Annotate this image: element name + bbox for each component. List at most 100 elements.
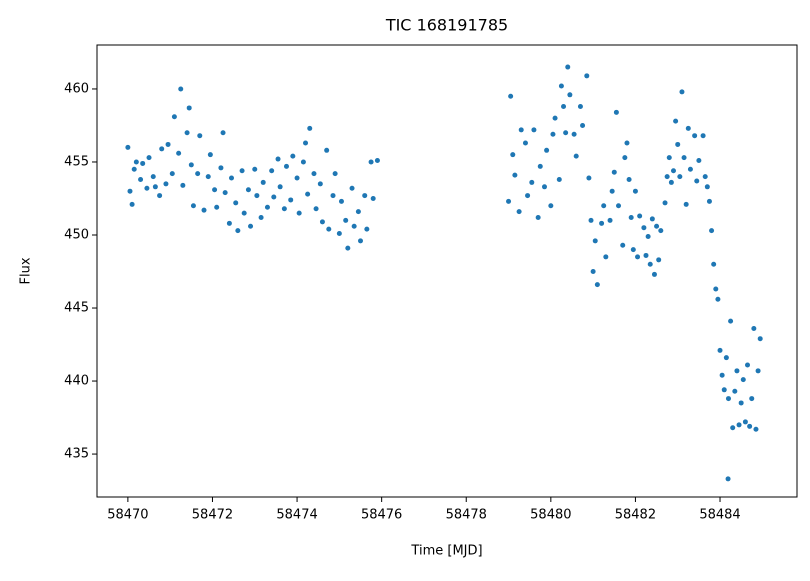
point <box>643 252 649 258</box>
point <box>668 179 674 185</box>
x-tick-label: 58482 <box>615 508 656 523</box>
point <box>150 174 156 180</box>
point <box>592 238 598 244</box>
point <box>264 204 270 210</box>
point <box>742 419 748 425</box>
point <box>541 184 547 190</box>
point <box>512 172 518 178</box>
point <box>713 286 719 292</box>
y-axis-label: Flux <box>19 257 34 284</box>
point <box>281 206 287 212</box>
point <box>288 197 294 203</box>
point <box>552 115 558 121</box>
point <box>736 422 742 428</box>
y-tick-label: 455 <box>64 154 89 169</box>
point <box>732 388 738 394</box>
point <box>271 194 277 200</box>
x-tick-label: 58470 <box>107 508 148 523</box>
point <box>704 184 710 190</box>
point <box>679 89 685 95</box>
point <box>711 261 717 267</box>
point <box>531 127 537 133</box>
point <box>677 174 683 180</box>
point <box>290 153 296 159</box>
point <box>214 204 220 210</box>
point <box>670 168 676 174</box>
point <box>567 92 573 98</box>
point <box>537 163 543 169</box>
point <box>706 198 712 204</box>
point <box>609 188 615 194</box>
point <box>201 207 207 213</box>
point <box>178 86 184 92</box>
point <box>303 140 309 146</box>
point <box>305 191 311 197</box>
point <box>349 185 355 191</box>
point <box>620 242 626 248</box>
point <box>269 168 275 174</box>
x-tick-label: 58478 <box>446 508 487 523</box>
point <box>571 131 577 137</box>
x-tick-label: 58472 <box>192 508 233 523</box>
point <box>184 130 190 136</box>
point <box>235 228 241 234</box>
point <box>332 171 338 177</box>
point <box>258 214 264 220</box>
point <box>649 216 655 222</box>
point <box>140 160 146 166</box>
point <box>719 372 725 378</box>
point <box>725 476 731 482</box>
point <box>510 152 516 158</box>
point <box>186 105 192 111</box>
point <box>307 125 313 131</box>
point <box>558 83 564 89</box>
chart-title: TIC 168191785 <box>385 16 508 35</box>
point <box>751 325 757 331</box>
point <box>171 114 177 120</box>
point <box>656 257 662 263</box>
point <box>127 188 133 194</box>
point <box>637 213 643 219</box>
point <box>721 387 727 393</box>
point <box>601 203 607 209</box>
point <box>226 220 232 226</box>
point <box>635 254 641 260</box>
point <box>664 174 670 180</box>
point <box>550 131 556 137</box>
point <box>368 159 374 165</box>
point <box>607 217 613 223</box>
point <box>218 165 224 171</box>
point <box>212 187 218 193</box>
point <box>577 103 583 109</box>
point <box>673 118 679 124</box>
point <box>544 147 550 153</box>
point <box>687 166 693 172</box>
point <box>702 174 708 180</box>
point <box>738 400 744 406</box>
point <box>749 396 755 402</box>
point <box>755 368 761 374</box>
point <box>131 166 137 172</box>
x-tick-label: 58474 <box>276 508 317 523</box>
point <box>220 130 226 136</box>
point <box>125 144 131 150</box>
point <box>603 254 609 260</box>
point <box>252 166 258 172</box>
point <box>245 187 251 193</box>
point <box>239 168 245 174</box>
point <box>675 141 681 147</box>
point <box>628 214 634 220</box>
point <box>622 155 628 161</box>
point <box>313 206 319 212</box>
point <box>207 152 213 158</box>
point <box>345 245 351 251</box>
point <box>157 193 163 199</box>
point <box>709 228 715 234</box>
point <box>133 159 139 165</box>
point <box>626 177 632 183</box>
point <box>753 426 759 432</box>
point <box>641 225 647 231</box>
point <box>573 153 579 159</box>
point <box>351 223 357 229</box>
point <box>343 217 349 223</box>
